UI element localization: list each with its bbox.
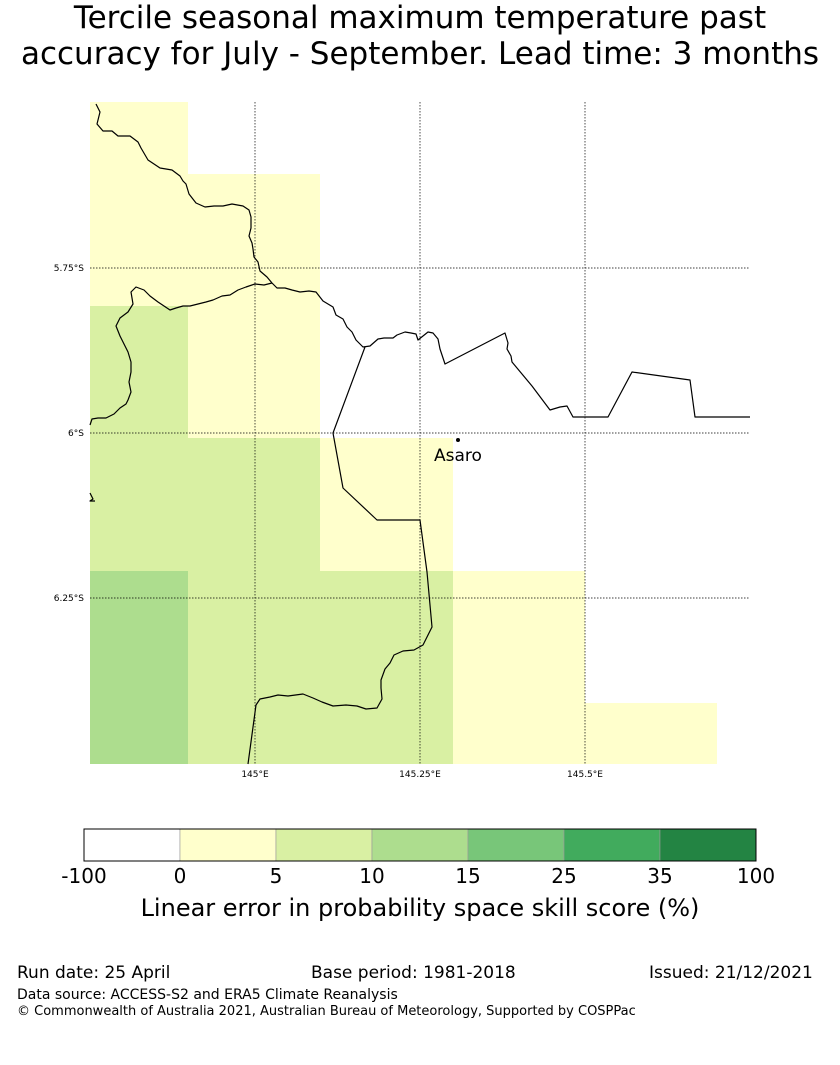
- graticule: [90, 102, 750, 764]
- place-marker-dot: [456, 438, 460, 442]
- coastline-fragment: [89, 492, 95, 502]
- latitude-label: 5.75°S: [54, 264, 85, 274]
- grid-cell: [90, 571, 188, 764]
- latitude-label: 6°S: [68, 429, 84, 439]
- grid-cell: [90, 102, 188, 306]
- grid-cell: [320, 438, 453, 571]
- run-date: Run date: 25 April: [17, 963, 171, 983]
- map-title: Tercile seasonal maximum temperature pas…: [0, 0, 840, 72]
- place-name-label: Asaro: [434, 446, 482, 466]
- base-period: Base period: 1981-2018: [311, 963, 516, 983]
- coastline-north: [95, 103, 750, 418]
- coastline-inland-loop: [89, 282, 273, 426]
- border-line: [247, 346, 433, 765]
- issued-date: Issued: 21/12/2021: [649, 963, 813, 983]
- latitude-label: 6.25°S: [54, 594, 85, 604]
- grid-cell: [188, 174, 320, 438]
- data-source: Data source: ACCESS-S2 and ERA5 Climate …: [17, 987, 398, 1003]
- longitude-label: 145°E: [241, 770, 269, 780]
- grid-cell: [453, 571, 585, 764]
- skill-score-map: 5.75°S 6°S 6.25°S 145°E 145.25°E 145.5°E…: [54, 102, 750, 780]
- title-line-2: accuracy for July - September. Lead time…: [20, 36, 820, 72]
- grid-cell: [90, 306, 188, 571]
- skill-grid: [90, 102, 717, 764]
- title-line-1: Tercile seasonal maximum temperature pas…: [73, 0, 767, 36]
- grid-cell: [585, 703, 717, 764]
- longitude-label: 145.5°E: [567, 770, 603, 780]
- longitude-label: 145.25°E: [399, 770, 441, 780]
- grid-cell: [188, 438, 320, 764]
- coastline: [89, 103, 750, 765]
- copyright-notice: © Commonwealth of Australia 2021, Austra…: [17, 1004, 636, 1019]
- colorbar-title: Linear error in probability space skill …: [140, 894, 700, 922]
